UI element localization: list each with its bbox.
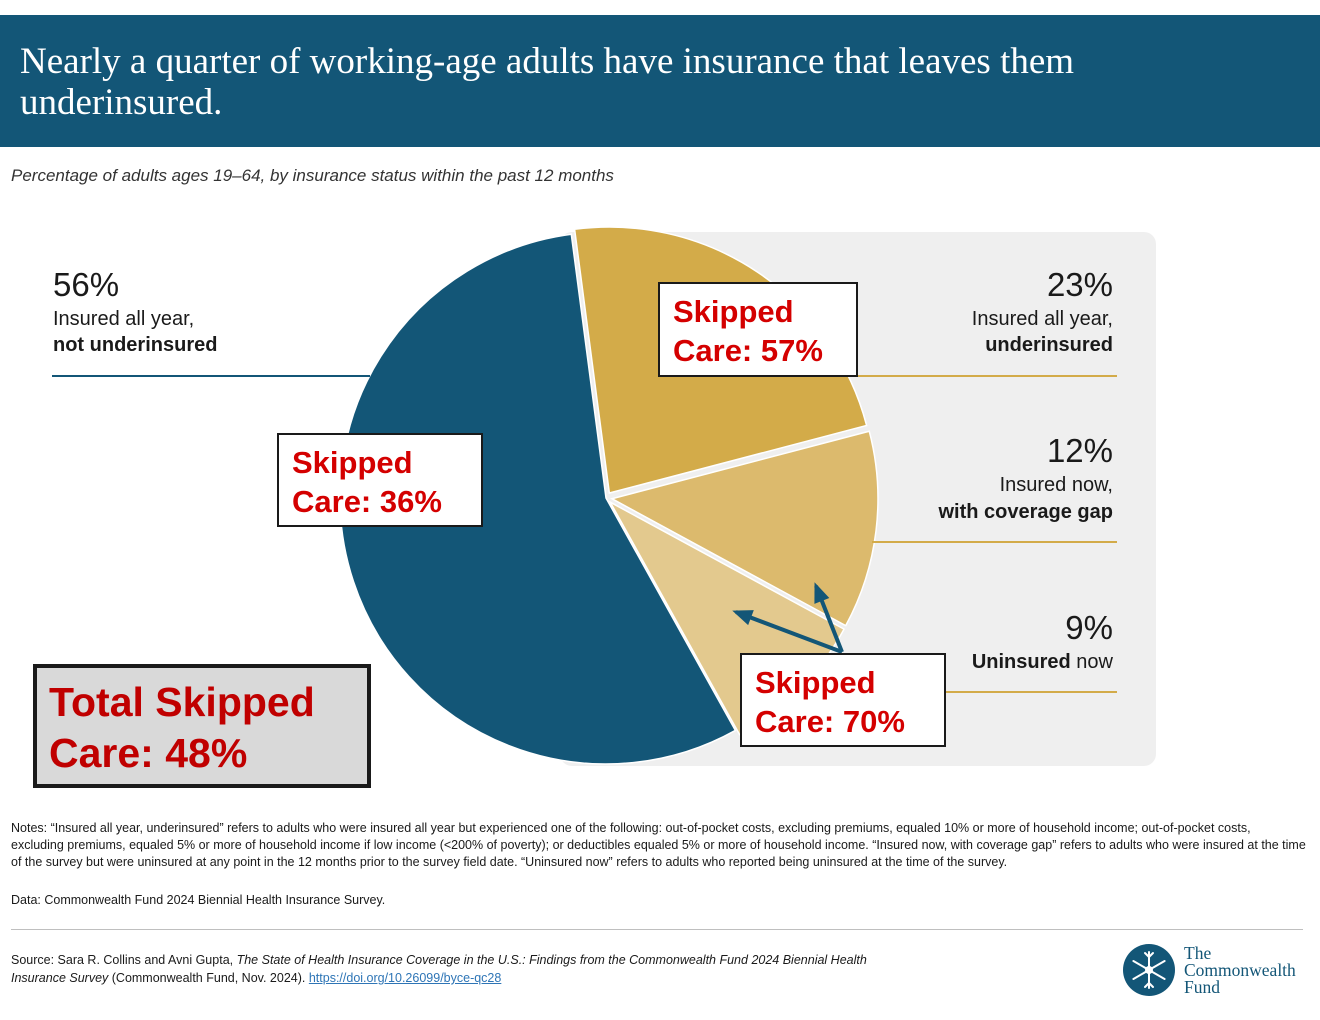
source-suffix: (Commonwealth Fund, Nov. 2024). (108, 971, 309, 985)
callout-line1: Skipped (673, 294, 794, 329)
logo-line1: The (1184, 943, 1212, 963)
slice-label-line2-not-underinsured: not underinsured (53, 334, 218, 356)
callout-skipped-care-not-underinsured: Skipped Care: 36% (277, 433, 483, 527)
source-title: The State of Health Insurance Coverage i… (11, 953, 867, 985)
slice-label-line1-not-underinsured: Insured all year, (53, 308, 195, 330)
uninsured-bold-text: Uninsured (971, 651, 1071, 673)
pie-slice-coverage-gap (609, 430, 879, 627)
slice-label-line2-gap: with coverage gap (938, 501, 1114, 523)
source-link[interactable]: https://doi.org/10.26099/byce-qc28 (308, 971, 502, 985)
slice-label-line-uninsured: Uninsured now (870, 651, 1113, 674)
chart-subtitle: Percentage of adults ages 19–64, by insu… (11, 166, 614, 185)
notes-text: Notes: “Insured all year, underinsured” … (11, 821, 1306, 869)
slice-label-pct-not-underinsured: 56% (53, 266, 120, 303)
slice-label-pct-uninsured: 9% (1065, 609, 1113, 646)
callout-line1: Skipped (292, 445, 413, 480)
total-line1: Total Skipped (49, 679, 315, 725)
slice-label-pct-underinsured: 23% (1046, 266, 1113, 303)
source-prefix: Source: Sara R. Collins and Avni Gupta, (11, 953, 237, 967)
chart-title: Nearly a quarter of working-age adults h… (20, 41, 1075, 123)
arrow-to-coverage-gap-head (814, 582, 830, 604)
slice-label-line1-underinsured: Insured all year, (971, 308, 1113, 330)
callout-skipped-care-gap-uninsured: Skipped Care: 70% (740, 653, 946, 747)
slice-label-line2-underinsured: underinsured (985, 334, 1113, 356)
callout-line1: Skipped (755, 665, 876, 700)
arrow-to-uninsured-head (732, 610, 754, 626)
callout-skipped-care-underinsured: Skipped Care: 57% (658, 282, 858, 377)
arrow-to-uninsured (735, 610, 843, 654)
footer-divider (11, 929, 1303, 930)
data-source-text: Data: Commonwealth Fund 2024 Biennial He… (11, 893, 386, 907)
logo-wordmark: The Commonwealth Fund (1184, 943, 1296, 997)
title-bar (0, 15, 1320, 147)
uninsured-rest-text: now (1070, 651, 1113, 673)
leader-line-uninsured (946, 691, 1117, 693)
callout-line2: Care: 36% (292, 484, 442, 519)
callout-total-skipped-care: Total Skipped Care: 48% (33, 664, 371, 788)
source-citation: Source: Sara R. Collins and Avni Gupta, … (11, 951, 911, 987)
callout-line2: Care: 57% (673, 333, 823, 368)
slice-label-line1-gap: Insured now, (999, 474, 1113, 496)
leader-line-not-underinsured (52, 375, 370, 377)
slice-label-pct-gap: 12% (1046, 432, 1113, 469)
logo-line3: Fund (1184, 977, 1220, 997)
snowflake-emblem-icon (1123, 944, 1175, 996)
total-line2: Care: 48% (49, 730, 248, 776)
logo-line2: Commonwealth (1184, 960, 1296, 980)
leader-line-underinsured (858, 375, 1117, 377)
callout-line2: Care: 70% (755, 704, 905, 739)
pie-slice-not-underinsured (339, 233, 737, 765)
leader-line-gap (872, 541, 1117, 543)
